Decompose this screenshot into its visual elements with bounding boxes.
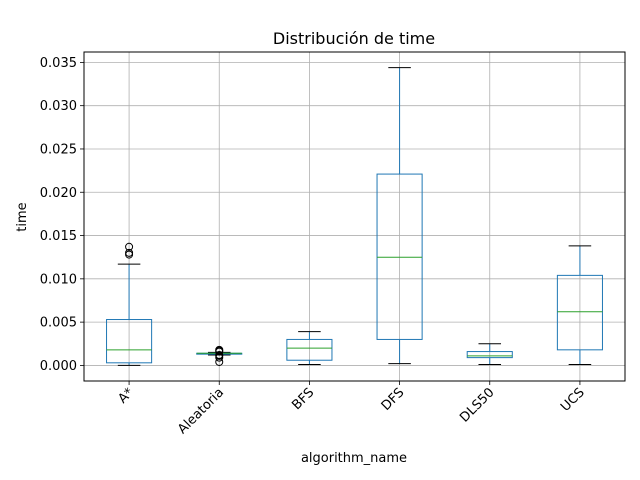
box-BFS [286, 331, 333, 366]
y-axis-ticks: 0.000 0.005 0.010 0.015 0.020 0.025 0.030 0.035 [40, 56, 84, 374]
x-axis-ticks: A* Aleatoria BFS DFS DLS50 UCS [115, 381, 588, 437]
box-iqr [286, 338, 333, 361]
x-tick-label: A* [115, 385, 137, 407]
box-Aleatoria [196, 345, 243, 366]
y-tick-label: 0.000 [40, 359, 77, 374]
grid [84, 52, 625, 381]
y-tick-label: 0.030 [40, 99, 77, 114]
box-iqr [106, 319, 153, 364]
chart-title: Distribución de time [273, 29, 435, 48]
y-tick-label: 0.025 [40, 142, 77, 157]
outlier-point [215, 351, 224, 360]
x-tick-label: DLS50 [457, 385, 497, 425]
outlier-point [125, 242, 134, 251]
y-axis-label: time [15, 202, 30, 231]
y-tick-label: 0.015 [40, 229, 77, 244]
box-DFS [376, 67, 423, 365]
x-tick-label: UCS [558, 385, 588, 415]
box-A* [106, 242, 153, 366]
plot-area-frame [83, 51, 626, 382]
box-DLS50 [466, 343, 513, 366]
outlier-point [125, 248, 134, 257]
boxes [106, 67, 603, 366]
x-tick-label: Aleatoria [175, 385, 227, 437]
y-tick-label: 0.020 [40, 186, 77, 201]
y-tick-label: 0.035 [40, 56, 77, 71]
box-iqr [556, 274, 603, 351]
box-UCS [556, 245, 603, 366]
y-tick-label: 0.005 [40, 316, 77, 331]
box-iqr [466, 351, 513, 359]
outlier-point [215, 345, 224, 354]
x-tick-label: DFS [379, 385, 408, 414]
x-tick-label: BFS [289, 385, 317, 413]
y-tick-label: 0.010 [40, 272, 77, 287]
x-axis-label: algorithm_name [301, 451, 407, 466]
